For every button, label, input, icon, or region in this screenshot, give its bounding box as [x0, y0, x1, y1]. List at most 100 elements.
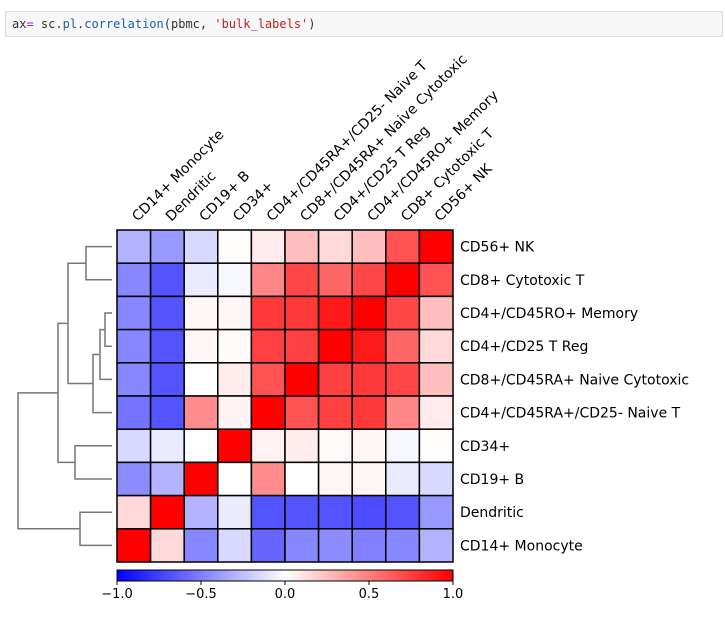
- heatmap-cell: [183, 262, 219, 298]
- heatmap-cell: [149, 229, 185, 264]
- code-text: ax= sc.pl.correlation(pbmc, 'bulk_labels…: [12, 17, 316, 31]
- dendrogram-link: [79, 511, 112, 547]
- heatmap-cell: [418, 461, 454, 497]
- colorbar-tick-label: 0.0: [275, 587, 296, 602]
- heatmap-cell: [351, 362, 387, 397]
- heatmap-cell: [149, 494, 185, 530]
- heatmap-cell: [183, 528, 219, 563]
- heatmap-cell: [183, 494, 219, 530]
- heatmap-cell: [217, 528, 253, 563]
- heatmap-cell: [116, 428, 152, 464]
- heatmap-cell: [317, 295, 353, 331]
- heatmap-cell: [284, 362, 320, 397]
- heatmap-cell: [284, 295, 320, 331]
- heatmap-cell: [149, 328, 185, 364]
- heatmap-cell: [183, 295, 219, 331]
- row-label: Dendritic: [460, 505, 524, 521]
- heatmap-cell: [116, 494, 152, 530]
- heatmap-cell: [217, 461, 253, 497]
- heatmap-cell: [183, 328, 219, 364]
- heatmap-cell: [116, 328, 152, 364]
- heatmap-cell: [418, 395, 454, 430]
- heatmap-cell: [385, 295, 421, 331]
- heatmap-cell: [351, 229, 387, 264]
- dendrogram-link: [17, 392, 80, 530]
- dendrogram-link: [92, 353, 112, 414]
- colorbar-tick-label: 0.5: [359, 587, 380, 602]
- heatmap-cell: [250, 461, 286, 497]
- row-label: CD4+/CD45RO+ Memory: [460, 306, 638, 322]
- heatmap-cell: [149, 461, 185, 497]
- heatmap-cell: [149, 262, 185, 298]
- heatmap-cell: [250, 395, 286, 430]
- dendrogram-link: [104, 312, 112, 347]
- heatmap-cell: [385, 262, 421, 298]
- heatmap-cell: [149, 362, 185, 397]
- heatmap-cell: [317, 461, 353, 497]
- heatmap-cell: [149, 528, 185, 563]
- heatmap-cell: [284, 328, 320, 364]
- heatmap-cell: [385, 528, 421, 563]
- heatmap-cells: [116, 229, 454, 563]
- heatmap-cell: [351, 328, 387, 364]
- heatmap-cell: [418, 229, 454, 264]
- heatmap-cell: [149, 395, 185, 430]
- heatmap-cell: [250, 262, 286, 298]
- heatmap-cell: [351, 494, 387, 530]
- heatmap-cell: [418, 262, 454, 298]
- heatmap-cell: [116, 362, 152, 397]
- dendrogram: [17, 245, 112, 547]
- heatmap-cell: [317, 262, 353, 298]
- dendrogram-link: [57, 322, 75, 464]
- heatmap-cell: [351, 395, 387, 430]
- heatmap-cell: [385, 494, 421, 530]
- heatmap-cell: [351, 428, 387, 464]
- heatmap-cell: [317, 494, 353, 530]
- heatmap-cell: [217, 229, 253, 264]
- heatmap-cell: [217, 494, 253, 530]
- heatmap-cell: [116, 295, 152, 331]
- heatmap-cell: [149, 295, 185, 331]
- heatmap-cell: [250, 528, 286, 563]
- heatmap-cell: [284, 229, 320, 264]
- code-cell[interactable]: ax= sc.pl.correlation(pbmc, 'bulk_labels…: [5, 11, 723, 37]
- heatmap-cell: [116, 262, 152, 298]
- row-label: CD8+ Cytotoxic T: [460, 273, 585, 289]
- heatmap-cell: [284, 494, 320, 530]
- correlation-heatmap: CD14+ Monocyte Dendritic CD19+ B CD34+ CD4+/…: [17, 52, 689, 602]
- row-label: CD8+/CD45RA+ Naive Cytotoxic: [460, 372, 689, 388]
- row-label: CD34+: [460, 439, 510, 455]
- heatmap-cell: [250, 494, 286, 530]
- row-label: CD56+ NK: [460, 240, 535, 256]
- row-label: CD14+ Monocyte: [460, 538, 583, 554]
- heatmap-cell: [183, 362, 219, 397]
- heatmap-cell: [317, 528, 353, 563]
- heatmap-cell: [149, 428, 185, 464]
- colorbar-tick-label: −1.0: [101, 587, 133, 602]
- heatmap-cell: [351, 295, 387, 331]
- heatmap-cell: [217, 395, 253, 430]
- heatmap-cell: [351, 461, 387, 497]
- heatmap-cell: [385, 395, 421, 430]
- heatmap-cell: [217, 362, 253, 397]
- heatmap-cell: [250, 328, 286, 364]
- colorbar-gradient: [116, 569, 454, 582]
- heatmap-cell: [385, 328, 421, 364]
- heatmap-cell: [183, 428, 219, 464]
- heatmap-cell: [317, 328, 353, 364]
- heatmap-cell: [385, 229, 421, 264]
- heatmap-cell: [217, 328, 253, 364]
- heatmap-cell: [418, 362, 454, 397]
- heatmap-cell: [385, 461, 421, 497]
- heatmap-cell: [284, 461, 320, 497]
- heatmap-cell: [116, 528, 152, 563]
- colorbar-tick-label: 1.0: [443, 587, 464, 602]
- dendrogram-link: [74, 445, 112, 480]
- heatmap-cell: [317, 428, 353, 464]
- heatmap-cell: [418, 494, 454, 530]
- heatmap-cell: [284, 395, 320, 430]
- heatmap-cell: [183, 395, 219, 430]
- heatmap-cell: [317, 395, 353, 430]
- row-label: CD4+/CD25 T Reg: [460, 339, 588, 355]
